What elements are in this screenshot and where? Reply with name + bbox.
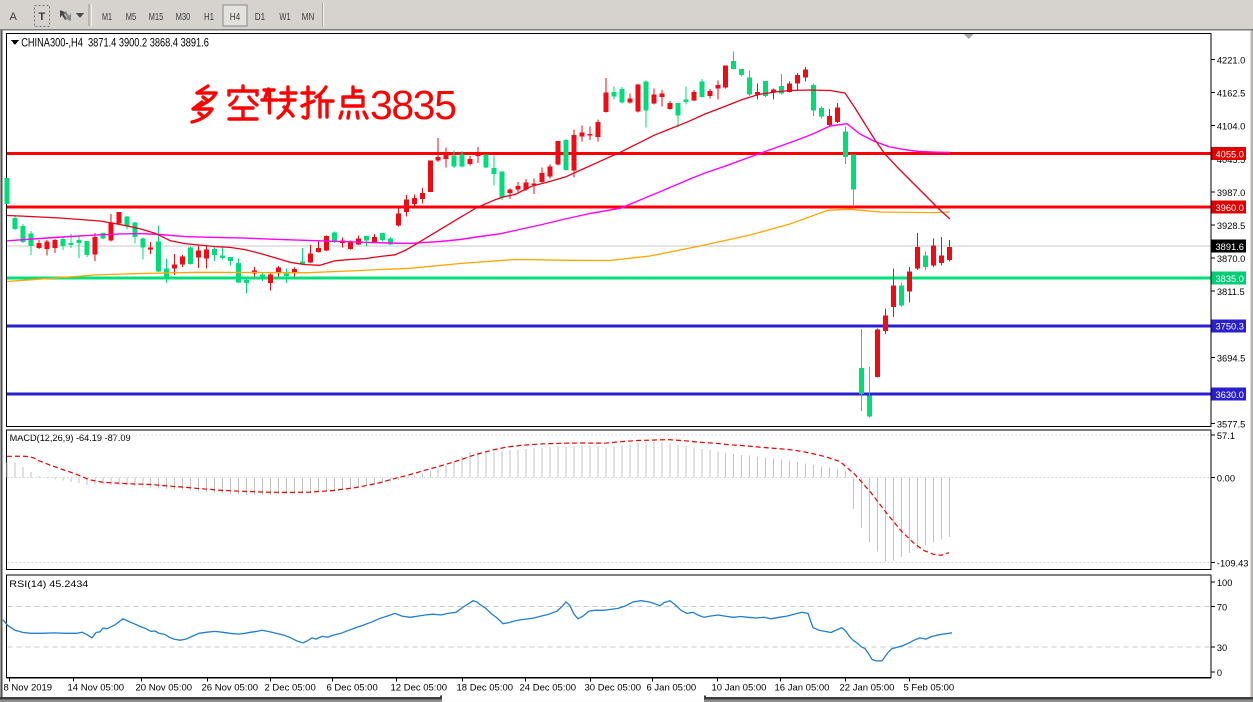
svg-text:18 Dec 05:00: 18 Dec 05:00 xyxy=(457,683,514,694)
svg-text:16 Jan 05:00: 16 Jan 05:00 xyxy=(775,683,830,694)
svg-text:CHINA300-,H4 3871.4 3900.2 38: CHINA300-,H4 3871.4 3900.2 3868.4 3891.6 xyxy=(21,35,209,49)
svg-text:100: 100 xyxy=(1217,578,1233,588)
svg-text:RSI(14) 45.2434: RSI(14) 45.2434 xyxy=(9,579,89,590)
svg-text:4162.5: 4162.5 xyxy=(1217,89,1245,99)
svg-text:3891.6: 3891.6 xyxy=(1216,242,1244,252)
svg-text:22 Jan 05:00: 22 Jan 05:00 xyxy=(840,683,895,694)
svg-text:W1: W1 xyxy=(279,11,290,23)
svg-text:4221.0: 4221.0 xyxy=(1217,56,1245,66)
svg-text:3630.0: 3630.0 xyxy=(1216,390,1244,400)
svg-text:20 Nov 05:00: 20 Nov 05:00 xyxy=(136,683,193,694)
svg-text:3750.3: 3750.3 xyxy=(1216,322,1244,332)
svg-text:24 Dec 05:00: 24 Dec 05:00 xyxy=(520,683,577,694)
svg-text:3928.5: 3928.5 xyxy=(1217,221,1245,231)
svg-text:3987.0: 3987.0 xyxy=(1217,188,1245,198)
svg-text:10 Jan 05:00: 10 Jan 05:00 xyxy=(712,683,767,694)
svg-text:0: 0 xyxy=(1217,668,1222,678)
svg-text:4104.0: 4104.0 xyxy=(1217,122,1245,132)
svg-text:30 Dec 05:00: 30 Dec 05:00 xyxy=(585,683,642,694)
svg-text:8 Nov 2019: 8 Nov 2019 xyxy=(4,683,53,694)
svg-text:MN: MN xyxy=(302,11,315,23)
svg-text:-109.43: -109.43 xyxy=(1217,559,1249,569)
svg-text:H1: H1 xyxy=(204,11,214,23)
svg-text:3870.0: 3870.0 xyxy=(1217,254,1245,264)
svg-text:MACD(12,26,9) -64.19 -87.09: MACD(12,26,9) -64.19 -87.09 xyxy=(10,433,131,444)
svg-text:H4: H4 xyxy=(230,11,241,23)
svg-text:3960.0: 3960.0 xyxy=(1216,203,1244,213)
svg-text:5 Feb 05:00: 5 Feb 05:00 xyxy=(904,683,955,694)
svg-text:M1: M1 xyxy=(102,11,112,23)
svg-text:3577.5: 3577.5 xyxy=(1217,420,1245,430)
svg-text:T: T xyxy=(39,11,46,23)
svg-text:4055.0: 4055.0 xyxy=(1216,149,1244,159)
svg-text:14 Nov 05:00: 14 Nov 05:00 xyxy=(68,683,125,694)
svg-text:3835.0: 3835.0 xyxy=(1216,274,1244,284)
svg-text:D1: D1 xyxy=(255,11,266,23)
svg-text:3694.5: 3694.5 xyxy=(1217,353,1245,363)
svg-text:2 Dec 05:00: 2 Dec 05:00 xyxy=(265,683,316,694)
svg-text:A: A xyxy=(10,11,18,23)
svg-text:6 Jan 05:00: 6 Jan 05:00 xyxy=(647,683,697,694)
svg-text:30: 30 xyxy=(1217,643,1227,653)
svg-text:3811.5: 3811.5 xyxy=(1217,287,1245,297)
svg-text:57.1: 57.1 xyxy=(1217,431,1235,441)
svg-text:M15: M15 xyxy=(149,11,164,23)
svg-text:70: 70 xyxy=(1217,602,1227,612)
svg-text:M5: M5 xyxy=(126,11,137,23)
svg-text:M30: M30 xyxy=(176,11,191,23)
svg-text:0.00: 0.00 xyxy=(1217,474,1235,484)
svg-text:3835: 3835 xyxy=(370,82,456,128)
svg-text:12 Dec 05:00: 12 Dec 05:00 xyxy=(391,683,448,694)
svg-text:6 Dec 05:00: 6 Dec 05:00 xyxy=(327,683,378,694)
svg-text:26 Nov 05:00: 26 Nov 05:00 xyxy=(202,683,259,694)
